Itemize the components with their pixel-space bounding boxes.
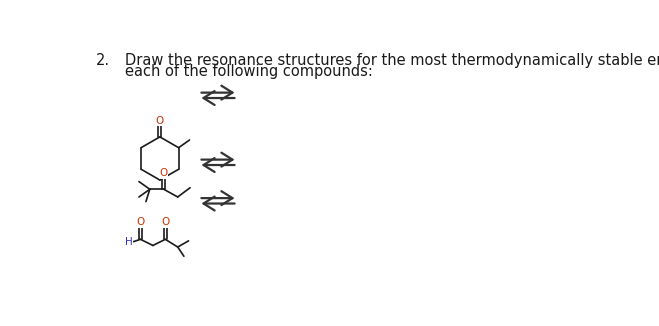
Text: O: O — [136, 217, 144, 227]
Text: O: O — [161, 217, 169, 227]
Text: Draw the resonance structures for the most thermodynamically stable enolate ion : Draw the resonance structures for the mo… — [125, 53, 659, 68]
Text: H: H — [125, 237, 132, 247]
Text: O: O — [156, 116, 164, 126]
Text: 2.: 2. — [96, 53, 111, 68]
Text: O: O — [159, 168, 168, 178]
Text: each of the following compounds:: each of the following compounds: — [125, 64, 373, 79]
